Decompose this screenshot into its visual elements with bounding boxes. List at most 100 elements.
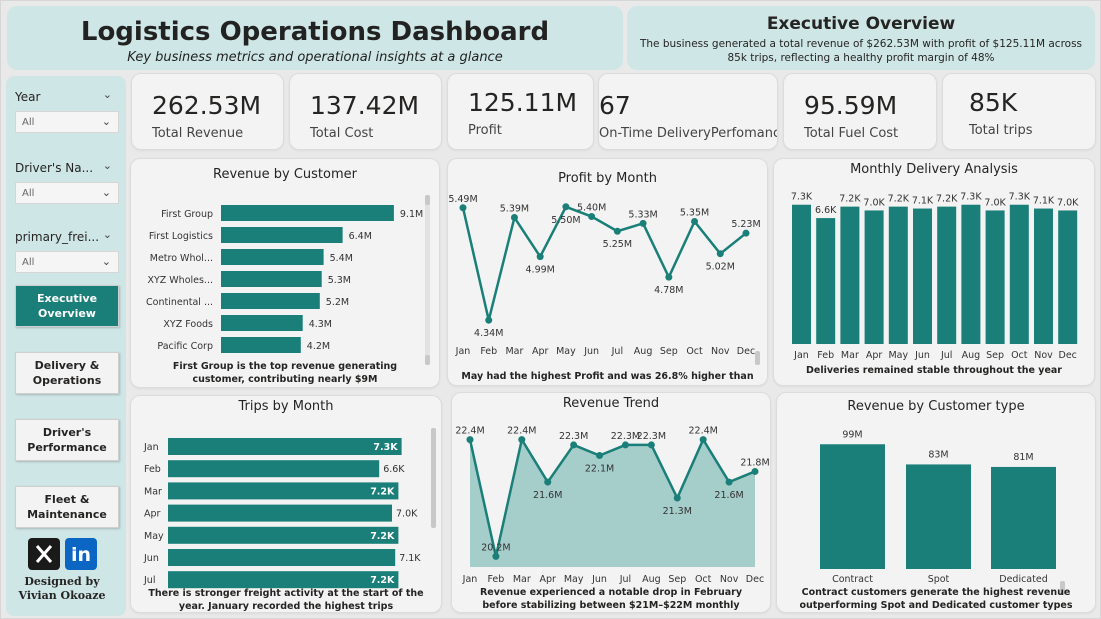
bar [221,205,394,221]
panel-footer: First Group is the top revenue generatin… [172,361,398,385]
data-label: 5.23M [731,219,760,230]
category-label: Mar [144,486,162,497]
scrollbar-thumb[interactable] [755,351,760,365]
data-label: 83M [928,449,948,460]
data-label: 7.2K [936,194,958,205]
monthly-delivery-panel: Monthly Delivery Analysis 7.3K Jan 6.6K Feb… [773,158,1095,386]
data-label: 22.3M [559,431,588,442]
freight-slicer-label: primary_frei... [15,230,100,244]
x-tick-label: May [564,574,584,585]
category-label: First Group [161,209,213,220]
page-subtitle: Key business metrics and operational ins… [127,50,503,65]
bar [168,460,380,478]
executive-overview-text: The business generated a total revenue o… [639,38,1083,64]
chevron-down-icon: ⌄ [101,186,111,199]
fleet-maintenance-button[interactable]: Fleet & Maintenance [15,486,119,528]
driver-slicer-value: All [22,188,35,199]
category-label: XYZ Foods [163,319,213,330]
x-tick-label: Mar [513,574,531,585]
data-label: 5.35M [680,207,709,218]
x-tick-label: Jan [455,346,471,357]
data-label: 5.25M [603,239,632,250]
data-label: 7.3K [791,192,813,203]
delivery-operations-button[interactable]: Delivery & Operations [15,352,119,394]
x-tick-label: Oct [1011,350,1028,361]
kpi-profit: 125.11M Profit [447,73,594,150]
data-label: 7.1K [1033,196,1055,207]
kpi-on-time-delivery: 67 On-Time DeliveryPerfomanc... [598,73,778,150]
year-slicer-dropdown[interactable]: All ⌄ [15,111,119,133]
data-label: 22.1M [585,464,614,475]
chevron-down-icon[interactable]: ⌄ [102,88,112,101]
category-label: May [144,531,164,542]
data-label: 21.3M [663,506,692,517]
series-line [461,205,747,321]
data-point [492,552,500,560]
chevron-down-icon[interactable]: ⌄ [102,159,112,172]
data-point [673,494,681,502]
data-point [562,203,570,211]
bar [168,438,402,455]
data-point [639,219,647,227]
data-label: 21.6M [533,490,562,501]
driver-slicer-label: Driver's Na... [15,161,94,175]
bar [221,249,324,265]
driver-slicer-dropdown[interactable]: All ⌄ [15,182,119,204]
profit-by-month-panel: Profit by Month 5.49M Jan 4.34M Feb 5.39M Mar… [447,158,768,386]
revenue-trend-panel: Revenue Trend 22.4M Jan 20.2M Feb 22.4M Mar 21… [451,392,771,613]
bar [168,549,396,566]
kpi-value: 67 [599,91,631,120]
x-tick-label: Jul [940,350,952,361]
kpi-total-revenue: 262.53M Total Revenue [131,73,284,150]
data-label: 4.78M [654,285,683,296]
data-label: 5.3M [328,275,351,286]
kpi-value: 95.59M [804,91,898,120]
bar [168,482,399,500]
panel-footer: May had the highest Profit and was 26.8%… [461,371,754,382]
data-label: 7.2K [888,194,910,205]
category-label: Metro Whol... [150,253,213,264]
x-tick-label: Aug [642,574,661,585]
bar [816,218,836,344]
scrollbar-thumb-top[interactable] [425,195,430,205]
x-tick-label: Jun [583,346,599,357]
scrollbar-track[interactable] [425,195,430,365]
data-label: 5.40M [577,203,606,214]
x-icon[interactable] [28,538,60,570]
data-label: 5.2M [326,297,349,308]
revenue-by-customer-chart: First Group 9.1M First Logistics 6.4M Metro … [146,205,423,353]
kpi-label: Total Cost [310,126,374,141]
kpi-value: 85K [969,88,1018,117]
data-label: 20.2M [481,542,510,553]
data-label: 4.3M [309,319,332,330]
bar [1058,210,1078,344]
executive-overview-button[interactable]: Executive Overview [15,285,119,327]
bar [864,210,884,344]
data-label: 81M [1013,452,1033,463]
data-label: 22.3M [611,431,640,442]
scrollbar-thumb[interactable] [1060,581,1065,595]
x-tick-label: Jan [793,350,809,361]
data-label: 9.1M [400,209,423,220]
revenue-by-customer-type-panel: Revenue by Customer type 99M Contract 83M S… [776,392,1096,613]
chevron-down-icon[interactable]: ⌄ [102,228,112,241]
kpi-label: Total Fuel Cost [804,126,899,141]
scrollbar-thumb[interactable] [431,428,436,528]
linkedin-icon[interactable]: in [65,538,97,570]
x-tick-label: Oct [695,574,712,585]
data-point [544,478,552,486]
kpi-label: On-Time DeliveryPerfomanc... [599,126,778,141]
panel-title: Trips by Month [238,399,334,414]
revenue-trend-chart: 22.4M Jan 20.2M Feb 22.4M Mar 21.6M Apr 22.3M May… [455,426,769,585]
drivers-performance-button[interactable]: Driver's Performance [15,419,119,461]
kpi-value: 125.11M [468,88,578,117]
data-label: 21.8M [740,457,769,468]
panel-footer: There is stronger freight activity at th… [148,588,424,612]
scrollbar-thumb-bottom[interactable] [425,355,430,365]
freight-slicer-dropdown[interactable]: All ⌄ [15,251,119,273]
data-label: 5.39M [500,204,529,215]
data-point [588,213,596,221]
data-label: 7.1K [912,196,934,207]
data-label: 22.4M [689,426,718,437]
